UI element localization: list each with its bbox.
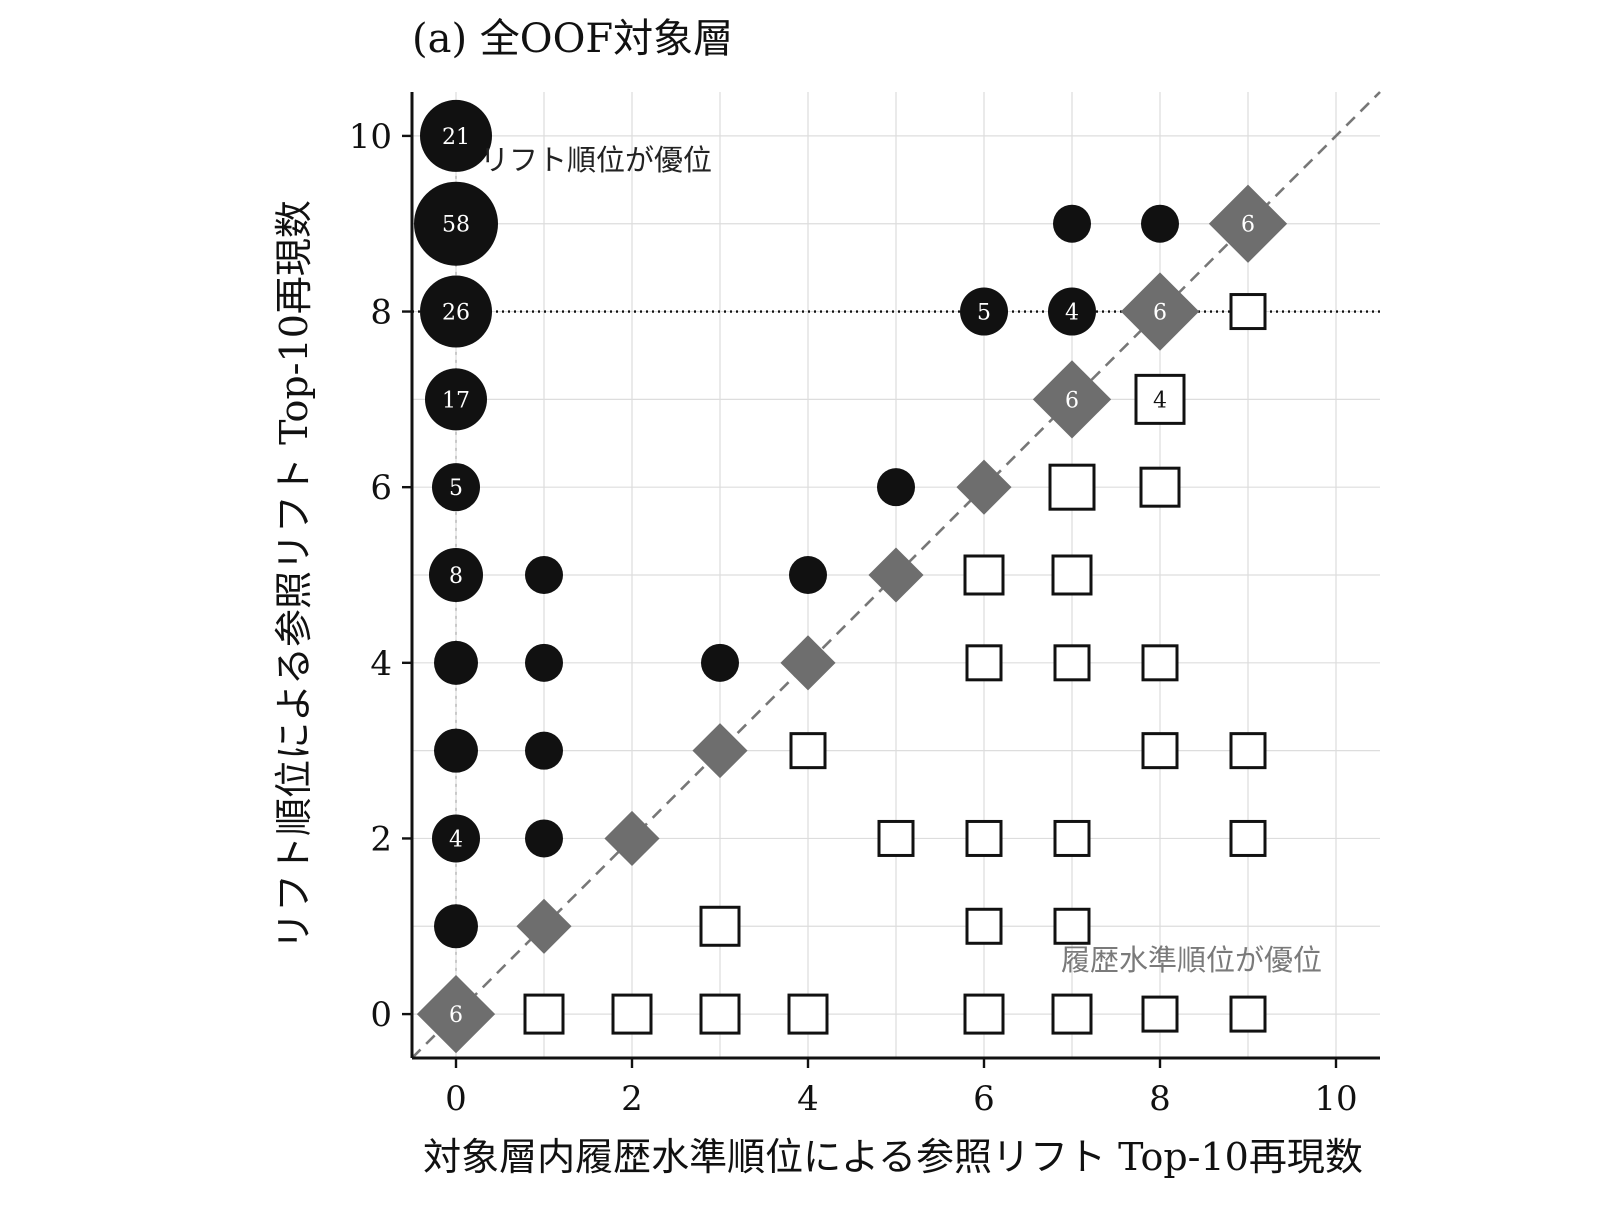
point-square [963, 993, 1005, 1035]
annotation-history-better: 履歴水準順位が優位 [1061, 943, 1322, 977]
point-circle [877, 468, 915, 507]
point-square [1139, 466, 1181, 508]
point-square [1051, 993, 1093, 1035]
point-diamond [516, 898, 572, 954]
point-square [1053, 907, 1091, 945]
point-count-label: 6 [1153, 301, 1167, 326]
point-circle [525, 556, 563, 594]
point-circle [701, 643, 739, 682]
point-circle [420, 99, 492, 172]
point-diamond [1208, 184, 1288, 263]
point-square [1229, 819, 1267, 857]
x-tick-label: 0 [445, 1079, 467, 1119]
point-circle [434, 904, 478, 949]
axes [402, 92, 1380, 1068]
y-tick-label: 10 [349, 117, 392, 157]
point-count-label: 21 [442, 125, 470, 150]
point-square [1229, 995, 1267, 1033]
y-axis-title: リフト順位による参照リフト Top-10再現数 [272, 200, 316, 950]
point-square [877, 819, 915, 857]
point-square [965, 644, 1003, 682]
point-circle [1053, 204, 1091, 243]
point-square [963, 554, 1005, 596]
point-square [1141, 732, 1179, 770]
tick-labels: 0 2 4 6 8 10 0 2 4 6 8 10 [349, 117, 1358, 1119]
point-diamond [1120, 272, 1200, 351]
point-diamond [868, 547, 924, 603]
point-count-label: 6 [1065, 388, 1079, 413]
x-tick-label: 4 [797, 1079, 819, 1119]
x-tick-label: 10 [1314, 1079, 1357, 1119]
point-diamond [956, 459, 1012, 515]
point-count-label: 4 [1065, 301, 1079, 326]
point-count-label: 6 [449, 1003, 463, 1028]
point-square [1134, 373, 1186, 425]
point-square [699, 905, 741, 947]
point-count-label: 26 [442, 301, 470, 326]
point-square [1229, 732, 1267, 770]
point-count-label: 6 [1241, 213, 1255, 238]
point-diamond [692, 723, 748, 779]
point-square [789, 732, 827, 770]
point-square [699, 993, 741, 1035]
chart-title: (a) 全OOF対象層 [412, 16, 733, 62]
x-axis-title: 対象層内履歴水準順位による参照リフト Top-10再現数 [423, 1135, 1363, 1179]
point-circle [434, 640, 478, 685]
annotation-lift-better: リフト順位が優位 [480, 143, 712, 177]
point-circle [525, 819, 563, 858]
point-square [965, 819, 1003, 857]
y-tick-label: 8 [370, 293, 392, 333]
point-diamond [604, 810, 660, 867]
point-count-label: 5 [977, 301, 991, 326]
point-square [1141, 995, 1179, 1033]
point-circle [1048, 287, 1096, 336]
point-square [965, 907, 1003, 945]
point-count-label: 4 [1153, 388, 1167, 413]
point-square [1141, 644, 1179, 682]
point-square [1229, 293, 1267, 331]
point-circle [525, 643, 563, 682]
point-circle [414, 181, 498, 266]
point-count-label: 4 [449, 827, 463, 852]
point-square [787, 993, 829, 1035]
point-circle [429, 548, 483, 602]
point-diamond [1032, 360, 1112, 439]
point-circle [420, 275, 492, 348]
point-square [1053, 644, 1091, 682]
y-tick-label: 2 [370, 819, 392, 859]
x-tick-label: 2 [621, 1079, 643, 1119]
y-tick-label: 4 [370, 644, 392, 684]
point-square [523, 993, 565, 1035]
point-diamond [416, 974, 496, 1054]
y-tick-label: 6 [370, 468, 392, 508]
point-square [1051, 554, 1093, 596]
x-tick-label: 8 [1149, 1079, 1171, 1119]
point-circle [432, 814, 480, 863]
x-tick-label: 6 [973, 1079, 995, 1119]
point-circle [1141, 204, 1179, 243]
point-circle [960, 287, 1008, 336]
point-circle [789, 556, 827, 594]
point-count-label: 8 [449, 564, 463, 589]
point-circle [425, 368, 487, 431]
point-circle [432, 463, 480, 512]
y-tick-label: 0 [370, 995, 392, 1035]
point-circle [434, 728, 478, 773]
point-count-label: 5 [449, 476, 463, 501]
point-count-label: 58 [442, 213, 470, 238]
point-diamond [780, 635, 836, 691]
point-count-label: 17 [442, 388, 470, 413]
point-square [611, 993, 653, 1035]
point-circle [525, 731, 563, 770]
point-square [1048, 463, 1096, 511]
point-square [1053, 819, 1091, 857]
